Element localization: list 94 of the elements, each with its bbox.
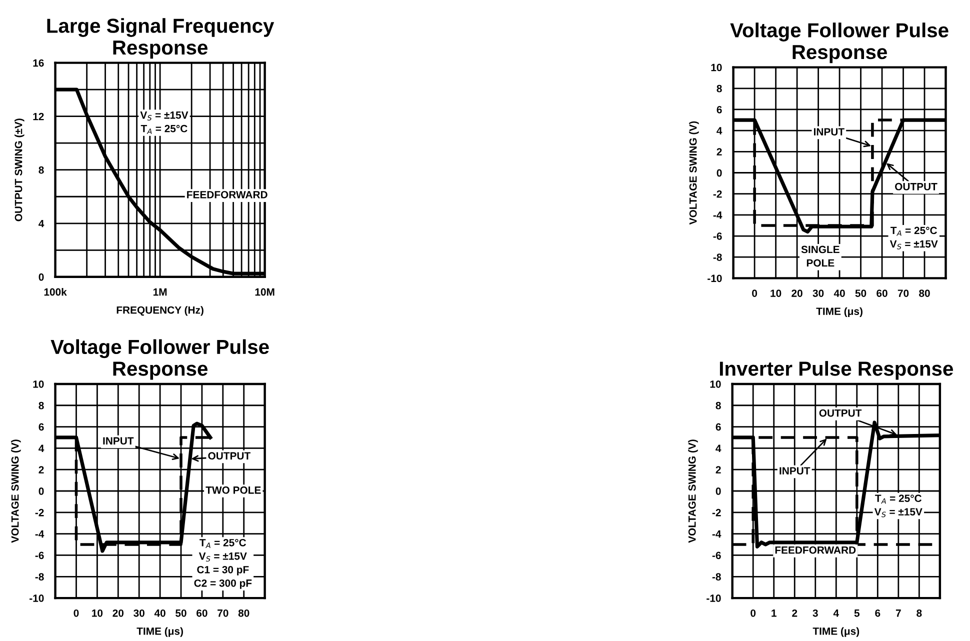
x-axis-title: TIME (μs) <box>816 307 862 318</box>
annotation: TWO POLE <box>206 486 261 494</box>
y-tick-label: -2 <box>712 508 721 516</box>
x-tick-label: 5 <box>854 610 860 617</box>
x-tick-label: 100k <box>44 288 67 296</box>
y-tick-label: 6 <box>716 423 721 431</box>
y-tick-label: -8 <box>712 573 721 581</box>
x-tick-label: 20 <box>112 609 124 617</box>
x-tick-label: 7 <box>896 610 901 617</box>
x-tick-label: 50 <box>855 290 866 297</box>
x-tick-label: 80 <box>919 290 930 297</box>
chart-title: Inverter Pulse Response <box>720 361 953 380</box>
annotation: OUTPUT <box>819 409 862 417</box>
y-tick-label: -2 <box>35 508 44 516</box>
y-tick-label: -2 <box>713 190 722 198</box>
y-tick-label: 0 <box>38 273 44 281</box>
x-tick-label: 80 <box>238 609 250 617</box>
y-tick-label: 16 <box>33 59 44 67</box>
chart-title: Voltage Follower Pulse Response <box>730 22 948 64</box>
annotation: OUTPUT <box>208 452 250 460</box>
y-tick-label: -10 <box>706 594 721 602</box>
y-tick-label: 4 <box>716 127 722 134</box>
y-tick-label: 4 <box>716 444 722 452</box>
y-tick-label: 10 <box>710 380 721 388</box>
annotation: INPUT <box>103 437 134 445</box>
annotation: INPUT <box>814 128 844 136</box>
y-axis-title: VOLTAGE SWING (V) <box>688 440 698 543</box>
annotation: FEEDFORWARD <box>775 546 856 554</box>
x-tick-label: 30 <box>812 290 824 297</box>
x-tick-label: 1M <box>153 288 167 296</box>
y-tick-label: -4 <box>35 530 44 538</box>
x-tick-label: 40 <box>154 609 166 617</box>
x-tick-label: 1 <box>772 610 776 617</box>
y-tick-label: -6 <box>712 552 721 560</box>
y-axis-title: VOLTAGE SWING (V) <box>689 121 699 225</box>
y-tick-label: 10 <box>33 380 44 388</box>
annotation: INPUT <box>780 467 810 475</box>
y-tick-label: 12 <box>33 112 44 120</box>
y-tick-label: 0 <box>716 169 722 177</box>
y-tick-label: 4 <box>38 220 44 228</box>
y-axis-title: OUTPUT SWING (±V) <box>14 118 24 222</box>
y-tick-label: 4 <box>38 444 44 452</box>
x-axis-title: TIME (μs) <box>812 627 860 637</box>
y-tick-label: -8 <box>713 254 722 261</box>
annotation: OUTPUT <box>895 182 938 190</box>
annotation: V$_{S}$ = ±15V T$_{A}$ = 25°C <box>140 112 188 134</box>
y-tick-label: -6 <box>713 232 722 240</box>
chart-title: Large Signal Frequency Response <box>47 18 274 59</box>
y-tick-label: 6 <box>716 106 722 114</box>
annotation: T$_{A}$ = 25°C V$_{S}$ = ±15V <box>890 226 938 250</box>
x-tick-label: 0 <box>750 609 756 617</box>
x-axis-title: TIME (μs) <box>136 627 183 637</box>
y-tick-label: 8 <box>716 84 722 92</box>
y-tick-label: 8 <box>38 166 44 174</box>
y-tick-label: 8 <box>716 402 721 410</box>
y-tick-label: -10 <box>30 594 44 602</box>
x-tick-label: 10 <box>770 290 782 297</box>
annotation: T$_{A}$ = 25°C V$_{S}$ = ±15V <box>874 494 922 518</box>
x-tick-label: 20 <box>792 290 802 297</box>
x-tick-label: 6 <box>875 609 880 617</box>
x-tick-label: 60 <box>196 609 208 617</box>
x-tick-label: 3 <box>812 609 818 617</box>
x-tick-label: 10M <box>255 288 274 296</box>
x-tick-label: 0 <box>74 609 79 617</box>
x-axis-title: FREQUENCY (Hz) <box>116 306 204 316</box>
y-tick-label: 0 <box>38 488 44 495</box>
y-tick-label: -4 <box>713 212 722 219</box>
y-tick-label: -6 <box>35 552 44 560</box>
x-tick-label: 4 <box>833 610 839 617</box>
y-tick-label: 10 <box>711 64 722 72</box>
x-tick-label: 8 <box>916 609 922 617</box>
y-tick-label: 2 <box>716 148 722 156</box>
y-tick-label: 2 <box>38 466 44 474</box>
annotation: T$_{A}$ = 25°C V$_{S}$ = ±15V C1 = 30 pF C2 = 300 pF <box>194 538 252 589</box>
annotation: FEEDFORWARD <box>187 190 268 198</box>
y-axis-title: VOLTAGE SWING (V) <box>11 440 21 543</box>
x-tick-label: 10 <box>92 609 103 617</box>
x-tick-label: 60 <box>876 290 888 297</box>
y-tick-label: 0 <box>716 488 721 495</box>
y-tick-label: 6 <box>38 423 44 431</box>
x-tick-label: 0 <box>752 290 758 297</box>
x-tick-label: 70 <box>898 290 909 297</box>
y-tick-label: -4 <box>712 530 722 538</box>
x-tick-label: 70 <box>218 609 228 617</box>
y-tick-label: 8 <box>38 402 44 410</box>
x-tick-label: 50 <box>176 609 186 617</box>
y-tick-label: -10 <box>708 274 722 282</box>
y-tick-label: 2 <box>716 466 721 474</box>
x-tick-label: 40 <box>834 290 845 297</box>
y-tick-label: -8 <box>35 573 44 581</box>
x-tick-label: 2 <box>792 609 798 617</box>
chart-title: Voltage Follower Pulse Response <box>50 339 269 380</box>
x-tick-label: 30 <box>134 609 144 617</box>
annotation: SINGLE POLE <box>801 246 840 267</box>
